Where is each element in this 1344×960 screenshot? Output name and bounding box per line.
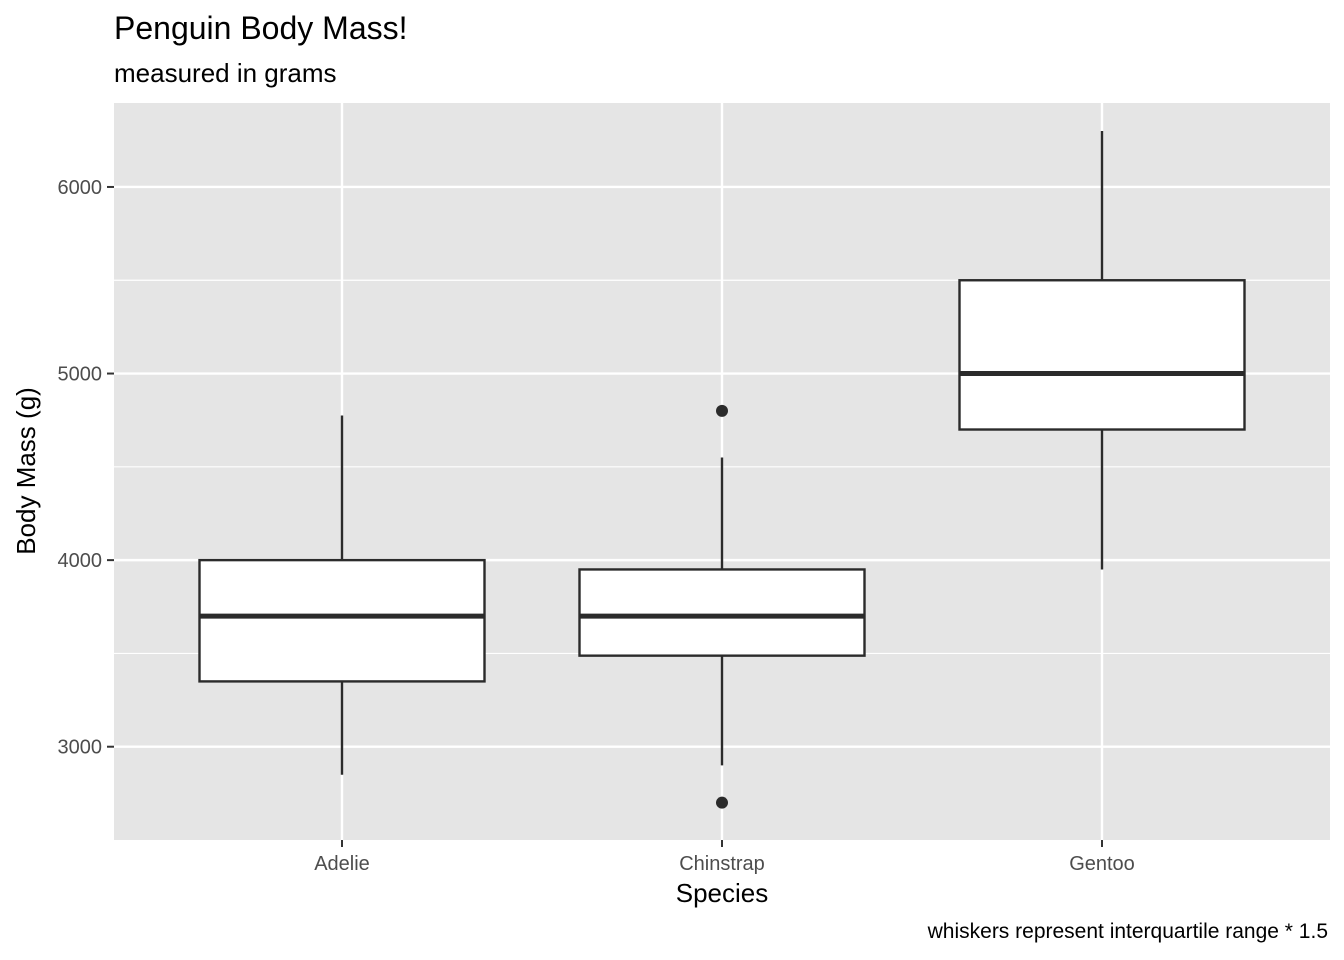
- box-adelie: [198, 415, 486, 775]
- box-iqr: [578, 568, 866, 657]
- x-tick-label: Gentoo: [1069, 853, 1135, 875]
- x-axis-title: Species: [676, 878, 769, 908]
- box-gentoo: [958, 130, 1246, 570]
- outlier-point: [716, 404, 728, 417]
- box-iqr: [958, 279, 1246, 431]
- box-chinstrap: [578, 404, 866, 809]
- y-tick-label: 4000: [58, 550, 103, 572]
- box-layer: [198, 130, 1246, 809]
- x-axis: Adelie Chinstrap Gentoo: [314, 840, 1135, 875]
- chart-subtitle: measured in grams: [114, 58, 337, 88]
- y-tick-label: 6000: [58, 177, 103, 199]
- x-tick-label: Adelie: [314, 853, 370, 875]
- chart-title: Penguin Body Mass!: [114, 10, 408, 46]
- y-tick-label: 5000: [58, 364, 103, 386]
- y-axis: 3000 4000 5000 6000: [58, 177, 114, 759]
- box-iqr: [198, 558, 486, 683]
- outlier-point: [716, 796, 728, 809]
- y-tick-label: 3000: [58, 737, 103, 759]
- x-tick-label: Chinstrap: [679, 853, 765, 875]
- y-axis-title: Body Mass (g): [11, 387, 41, 555]
- chart-caption: whiskers represent interquartile range *…: [927, 920, 1328, 943]
